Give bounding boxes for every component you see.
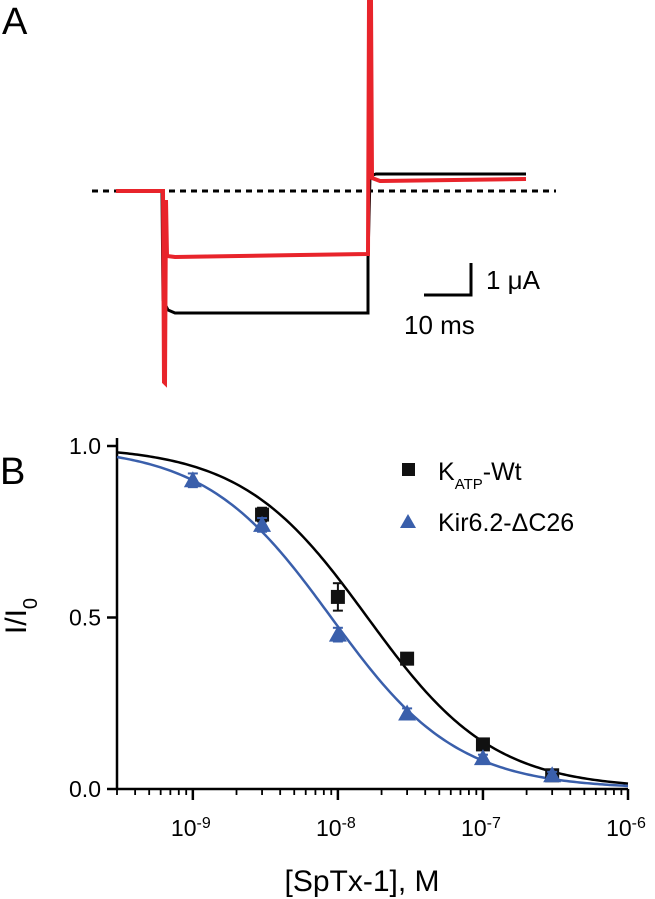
scale-time-label: 10 ms xyxy=(404,310,475,340)
data-point xyxy=(475,737,490,752)
y-ticks: 0.0 0.5 1.0 xyxy=(69,433,117,802)
y-axis-label-sub: 0 xyxy=(20,598,42,609)
y-axis-label: I/I0 xyxy=(0,598,42,634)
marker-square xyxy=(400,651,415,666)
x-tick-label: 10-6 xyxy=(606,815,646,842)
panel-b: B 0.0 0.5 1.0 10-9 10-8 10-7 10-6 I/I0 [SpTx-… xyxy=(0,433,646,898)
panel-a: A 1 μA 10 ms xyxy=(2,0,556,388)
current-trace-control xyxy=(116,172,526,315)
data-points xyxy=(183,471,562,783)
panel-b-label: B xyxy=(0,451,25,493)
data-point xyxy=(183,471,202,489)
data-point xyxy=(543,766,562,783)
marker-square xyxy=(330,589,345,604)
scale-bar-lines xyxy=(424,263,473,297)
fit-curve-wt xyxy=(116,451,629,785)
marker-triangle xyxy=(543,766,562,783)
y-tick-label: 1.0 xyxy=(69,433,101,459)
fit-curve-dc26 xyxy=(116,455,629,788)
data-point xyxy=(400,651,415,666)
data-point xyxy=(473,749,492,766)
legend-item-wt: KATP-Wt xyxy=(402,458,522,493)
y-tick-label: 0.0 xyxy=(69,776,101,802)
panel-a-label: A xyxy=(2,1,28,43)
marker-triangle xyxy=(183,471,202,488)
data-point xyxy=(253,515,272,533)
marker-triangle xyxy=(473,749,492,766)
x-tick-label: 10-7 xyxy=(461,815,501,842)
legend-marker-triangle xyxy=(400,514,416,528)
fit-curves xyxy=(116,451,629,788)
axes: 0.0 0.5 1.0 10-9 10-8 10-7 10-6 xyxy=(69,433,646,841)
y-tick-label: 0.5 xyxy=(69,605,101,631)
marker-triangle xyxy=(253,515,272,532)
marker-triangle xyxy=(328,625,347,642)
data-point xyxy=(398,704,417,721)
x-axis-label: [SpTx-1], M xyxy=(284,865,439,898)
x-tick-label: 10-9 xyxy=(171,815,211,842)
x-tick-label: 10-8 xyxy=(316,815,356,842)
current-trace-toxin xyxy=(116,0,527,388)
legend: KATP-Wt Kir6.2-ΔC26 xyxy=(400,458,574,537)
legend-label-wt: KATP-Wt xyxy=(438,458,522,493)
scale-current-label: 1 μA xyxy=(486,265,541,295)
scale-bar: 1 μA 10 ms xyxy=(404,263,541,340)
legend-marker-square xyxy=(402,463,415,476)
x-ticks: 10-9 10-8 10-7 10-6 xyxy=(116,789,646,842)
marker-triangle xyxy=(398,704,417,721)
legend-item-dc26: Kir6.2-ΔC26 xyxy=(400,509,574,537)
data-point xyxy=(330,582,345,612)
legend-label-dc26: Kir6.2-ΔC26 xyxy=(438,509,574,537)
y-axis-label-main: I/I xyxy=(0,609,33,634)
marker-square xyxy=(475,737,490,752)
data-point xyxy=(328,625,347,643)
